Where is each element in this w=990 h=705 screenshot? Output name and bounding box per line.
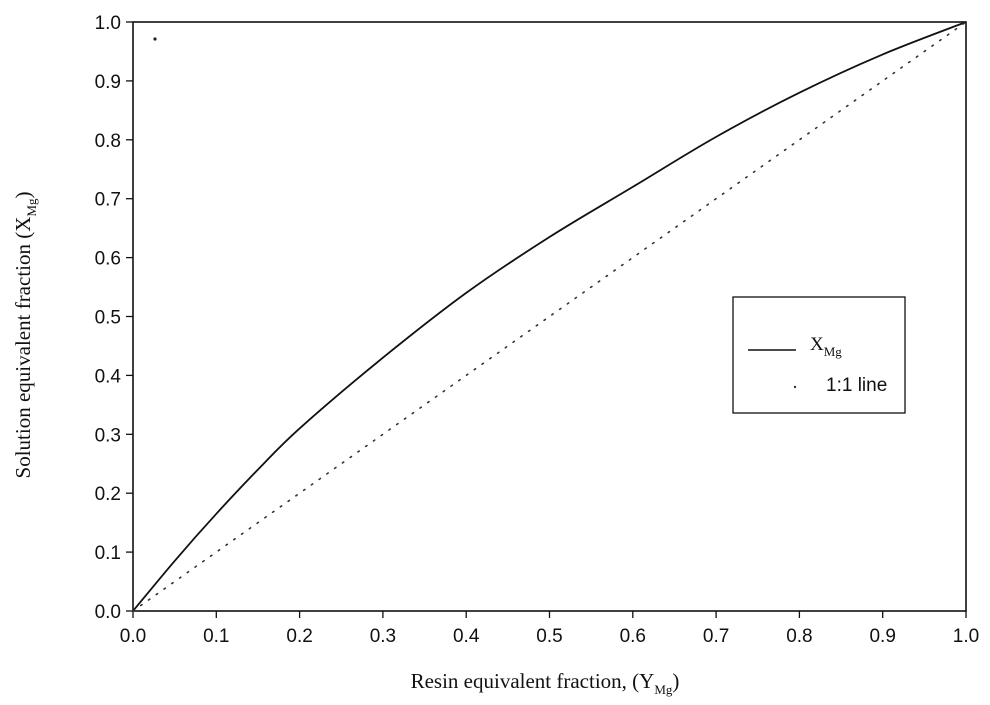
x-axis-title: Resin equivalent fraction, (YMg)	[411, 669, 680, 697]
x-tick-label: 0.4	[453, 626, 480, 647]
y-tick-label: 0.0	[95, 602, 121, 623]
y-axis-title-sub: Mg	[24, 198, 39, 217]
x-tick-label: 0.3	[370, 626, 396, 647]
y-tick-label: 0.2	[95, 484, 121, 505]
y-tick-label: 0.8	[95, 131, 121, 152]
legend-label-xmg-sub: Mg	[824, 344, 843, 359]
x-tick-label: 0.2	[286, 626, 312, 647]
y-tick-label: 0.4	[95, 366, 122, 387]
x-tick-label: 1.0	[953, 626, 979, 647]
x-tick-label: 0.6	[620, 626, 646, 647]
legend-swatch-1to1	[793, 385, 797, 389]
y-tick-label: 0.5	[95, 308, 121, 329]
y-tick-label: 0.3	[95, 425, 121, 446]
x-tick-label: 0.5	[536, 626, 562, 647]
y-axis-title-main: Solution equivalent fraction (X	[11, 217, 35, 479]
legend-label-1to1: 1:1 line	[826, 375, 887, 396]
y-tick-label: 0.9	[95, 72, 121, 93]
x-tick-label: 0.8	[786, 626, 812, 647]
x-axis-ticks: 0.0 0.1 0.2 0.3 0.4 0.5 0.6 0.7 0.8 0.9 1.0	[120, 611, 979, 647]
legend-label-xmg: XMg	[810, 334, 842, 359]
x-tick-label: 0.9	[869, 626, 895, 647]
y-tick-label: 0.1	[95, 543, 121, 564]
legend-label-xmg-main: X	[810, 334, 824, 355]
series-layer	[132, 21, 967, 612]
y-axis-title-close: )	[11, 192, 35, 199]
series-xmg-line	[132, 21, 967, 612]
x-axis-title-close: )	[672, 669, 679, 693]
legend: XMg 1:1 line	[732, 296, 906, 414]
stray-point-mark	[153, 37, 157, 41]
legend-box	[732, 296, 906, 414]
y-axis-title: Solution equivalent fraction (XMg)	[11, 192, 39, 479]
x-axis-title-main: Resin equivalent fraction, (Y	[411, 669, 655, 693]
y-tick-label: 1.0	[95, 13, 121, 34]
y-tick-label: 0.6	[95, 249, 121, 270]
x-tick-label: 0.0	[120, 626, 146, 647]
y-axis-ticks: 0.0 0.1 0.2 0.3 0.4 0.5 0.6 0.7 0.8 0.9 1.0	[95, 13, 133, 623]
x-tick-label: 0.7	[703, 626, 729, 647]
y-tick-label: 0.7	[95, 190, 121, 211]
x-axis-title-sub: Mg	[654, 682, 673, 697]
x-tick-label: 0.1	[203, 626, 229, 647]
